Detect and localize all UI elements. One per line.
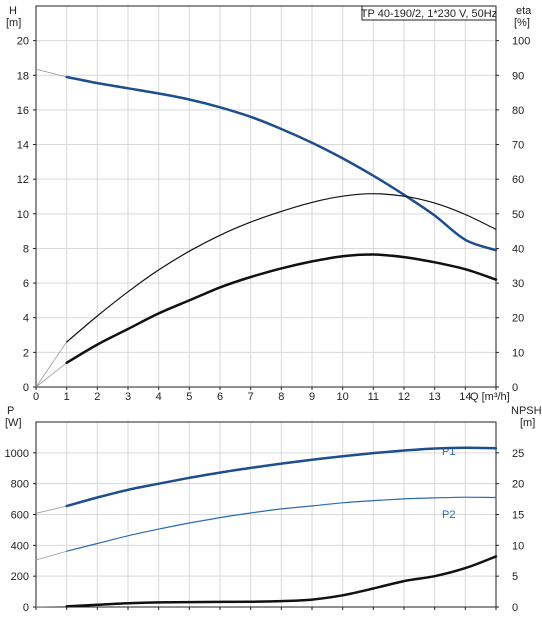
pn-right-tick-label: 20 <box>512 479 524 491</box>
he-left-tick-label: 14 <box>17 140 29 152</box>
pn-left-tick-label: 800 <box>11 479 29 491</box>
npsh-axis-unit: [m] <box>520 417 535 429</box>
pn-series-1-extension <box>35 550 67 561</box>
he-x-tick-label: 4 <box>156 391 162 403</box>
pn-left-tick-label: 1000 <box>5 448 29 460</box>
he-right-tick-label: 100 <box>512 36 530 48</box>
power-npsh-panel: P [W] NPSH [m] P1 P2 0200400600800100005… <box>5 405 542 614</box>
chart-title-box <box>361 5 497 21</box>
efficiency-axis-label: eta <box>516 5 532 17</box>
he-series-1-extension <box>35 341 68 388</box>
he-x-tick-label: 1 <box>64 391 70 403</box>
head-efficiency-plot-frame <box>35 5 497 388</box>
he-left-tick-label: 0 <box>23 382 29 394</box>
he-left-tick-label: 6 <box>23 278 29 290</box>
power-axis-label: P <box>7 405 14 417</box>
he-x-tick-label: 13 <box>429 391 441 403</box>
pn-series-0-extension <box>35 505 67 514</box>
he-series-1-line <box>66 193 497 343</box>
power-axis-unit: [W] <box>5 417 22 429</box>
he-right-tick-label: 80 <box>512 105 524 117</box>
he-right-tick-label: 20 <box>512 313 524 325</box>
pn-right-tick-label: 25 <box>512 448 524 460</box>
head-axis-label: H <box>9 5 17 17</box>
head-efficiency-panel: TP 40-190/2, 1*230 V, 50Hz H [m] eta [%]… <box>6 5 532 403</box>
head-axis-unit: [m] <box>6 17 21 29</box>
he-x-tick-label: 7 <box>248 391 254 403</box>
chart-title: TP 40-190/2, 1*230 V, 50Hz <box>361 8 497 20</box>
he-right-tick-label: 30 <box>512 278 524 290</box>
he-right-tick-label: 70 <box>512 140 524 152</box>
he-x-tick-label: 5 <box>186 391 192 403</box>
he-left-tick-label: 8 <box>23 243 29 255</box>
he-x-tick-label: 6 <box>217 391 223 403</box>
pn-series-2-line <box>65 555 498 608</box>
pn-series-1-line <box>66 496 497 552</box>
pn-right-tick-label: 10 <box>512 540 524 552</box>
pn-series-0-line <box>65 446 498 508</box>
pn-left-tick-label: 400 <box>11 540 29 552</box>
he-left-tick-label: 12 <box>17 174 29 186</box>
he-x-tick-label: 11 <box>368 391 379 403</box>
he-series-2-line <box>65 253 498 365</box>
pn-left-tick-label: 600 <box>11 510 29 522</box>
he-right-tick-label: 90 <box>512 70 524 82</box>
he-series-0-line <box>65 75 498 252</box>
p2-series-label: P2 <box>442 509 455 521</box>
he-left-tick-label: 4 <box>23 313 29 325</box>
he-left-tick-label: 2 <box>23 347 29 359</box>
he-right-tick-label: 40 <box>512 243 524 255</box>
he-left-tick-label: 16 <box>17 105 29 117</box>
he-right-tick-label: 0 <box>512 382 518 394</box>
he-x-tick-label: 0 <box>33 391 39 403</box>
he-right-tick-label: 10 <box>512 347 524 359</box>
pn-left-tick-label: 200 <box>11 571 29 583</box>
pn-right-tick-label: 0 <box>512 602 518 614</box>
pn-left-tick-label: 0 <box>23 602 29 614</box>
he-right-tick-label: 60 <box>512 174 524 186</box>
he-x-tick-label: 2 <box>94 391 100 403</box>
he-series-2-extension <box>35 362 67 388</box>
he-x-tick-label: 9 <box>309 391 315 403</box>
pn-right-tick-label: 15 <box>512 510 524 522</box>
pn-right-tick-label: 5 <box>512 571 518 583</box>
he-series-0-extension <box>35 68 67 78</box>
he-left-tick-label: 10 <box>17 209 29 221</box>
he-x-tick-label: 14 <box>459 391 471 403</box>
efficiency-axis-unit: [%] <box>514 17 530 29</box>
flow-axis-label: Q [m³/h] <box>470 391 510 403</box>
he-right-tick-label: 50 <box>512 209 524 221</box>
he-x-tick-label: 10 <box>337 391 349 403</box>
npsh-axis-label: NPSH <box>511 405 542 417</box>
he-x-tick-label: 8 <box>278 391 284 403</box>
he-left-tick-label: 18 <box>17 70 29 82</box>
he-x-tick-label: 12 <box>398 391 410 403</box>
he-left-tick-label: 20 <box>17 36 29 48</box>
he-x-tick-label: 3 <box>125 391 131 403</box>
